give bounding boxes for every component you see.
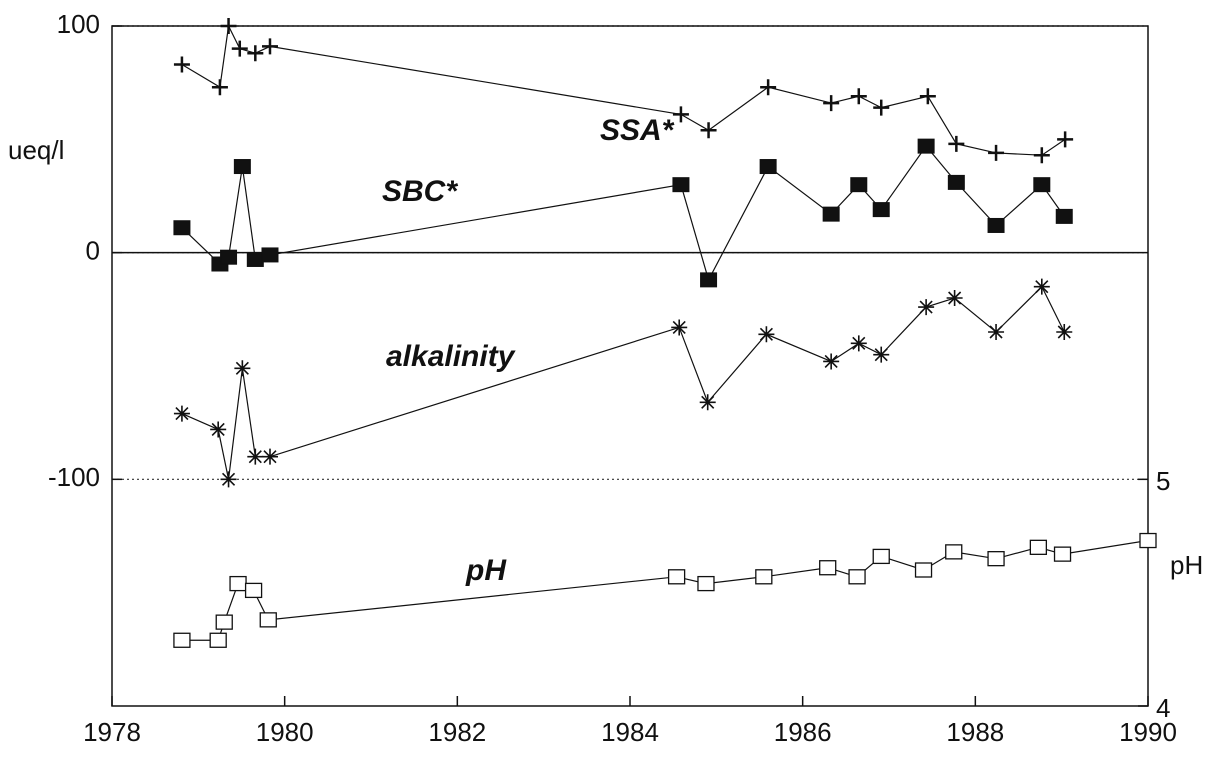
point bbox=[918, 299, 935, 316]
point bbox=[850, 177, 868, 193]
point bbox=[173, 56, 190, 73]
point bbox=[755, 569, 773, 585]
point bbox=[1033, 147, 1050, 164]
point bbox=[760, 79, 777, 96]
point bbox=[700, 272, 718, 288]
y-tick-label: -100 bbox=[48, 462, 100, 492]
point bbox=[1057, 131, 1074, 148]
point bbox=[247, 448, 264, 465]
series-line bbox=[181, 145, 1065, 282]
point bbox=[823, 353, 840, 370]
point bbox=[699, 394, 716, 411]
x-tick-label: 1988 bbox=[946, 717, 1004, 747]
point bbox=[946, 290, 963, 306]
point bbox=[671, 319, 688, 336]
point bbox=[667, 569, 686, 585]
series-label: SSA* bbox=[600, 114, 675, 147]
point bbox=[700, 122, 717, 139]
point bbox=[872, 548, 890, 565]
y2-axis-label: pH bbox=[1170, 550, 1203, 580]
point bbox=[173, 220, 191, 236]
point bbox=[873, 346, 890, 363]
point bbox=[945, 544, 963, 560]
point bbox=[173, 405, 190, 422]
point bbox=[988, 144, 1005, 161]
point bbox=[914, 562, 933, 578]
point bbox=[823, 95, 840, 112]
point bbox=[1029, 539, 1048, 555]
x-tick-label: 1990 bbox=[1119, 717, 1177, 747]
point bbox=[947, 174, 965, 190]
point bbox=[917, 138, 935, 154]
series-label: alkalinity bbox=[386, 340, 516, 373]
point bbox=[758, 326, 775, 343]
series-line bbox=[181, 285, 1065, 480]
point bbox=[759, 159, 777, 175]
point bbox=[850, 335, 867, 352]
x-tick-label: 1978 bbox=[83, 717, 141, 747]
point bbox=[672, 106, 689, 123]
point bbox=[988, 324, 1005, 340]
point bbox=[948, 135, 965, 152]
point bbox=[848, 569, 866, 585]
y2-tick-label: 5 bbox=[1156, 466, 1170, 496]
x-tick-label: 1984 bbox=[601, 717, 659, 747]
x-tick-label: 1982 bbox=[428, 717, 486, 747]
point bbox=[210, 421, 227, 438]
point bbox=[919, 88, 936, 105]
point bbox=[850, 88, 867, 105]
point bbox=[234, 360, 251, 377]
point bbox=[244, 582, 263, 599]
point bbox=[872, 202, 890, 218]
point bbox=[247, 45, 264, 62]
point bbox=[259, 612, 277, 628]
point bbox=[873, 99, 890, 116]
y2-tick-label: 4 bbox=[1156, 693, 1170, 723]
point bbox=[822, 206, 840, 222]
point bbox=[261, 448, 278, 465]
point bbox=[215, 614, 233, 630]
y-axis-label: ueq/l bbox=[8, 135, 64, 165]
point bbox=[1055, 208, 1073, 224]
point bbox=[233, 159, 251, 175]
point bbox=[987, 217, 1005, 233]
y-tick-label: 0 bbox=[86, 236, 100, 266]
point bbox=[173, 632, 191, 648]
point bbox=[697, 575, 715, 592]
x-tick-label: 1986 bbox=[774, 717, 832, 747]
point bbox=[231, 40, 248, 57]
series-label: pH bbox=[465, 554, 507, 587]
point bbox=[1139, 532, 1157, 549]
point bbox=[672, 177, 690, 193]
point bbox=[987, 551, 1005, 567]
x-tick-label: 1980 bbox=[256, 717, 314, 747]
point bbox=[229, 575, 247, 592]
point bbox=[211, 79, 228, 96]
point bbox=[1033, 278, 1050, 295]
point bbox=[261, 247, 279, 263]
point bbox=[1053, 546, 1072, 562]
point bbox=[209, 632, 227, 648]
series-label: SBC* bbox=[382, 175, 458, 208]
point bbox=[261, 38, 278, 55]
point bbox=[1033, 177, 1051, 193]
y-tick-label: 100 bbox=[57, 9, 100, 39]
point bbox=[220, 471, 237, 488]
point bbox=[220, 18, 237, 34]
point bbox=[1056, 324, 1073, 340]
point bbox=[246, 251, 264, 267]
point bbox=[819, 560, 837, 576]
point bbox=[220, 249, 238, 265]
